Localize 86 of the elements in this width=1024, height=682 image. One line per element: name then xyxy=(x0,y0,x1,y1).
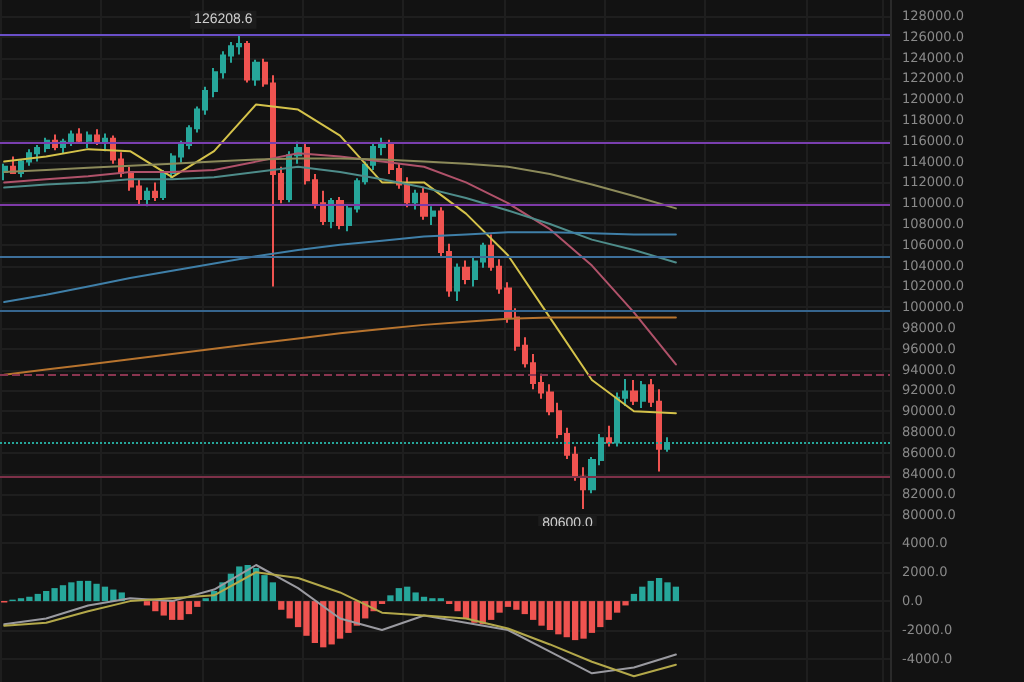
candlestick xyxy=(2,162,8,182)
candlestick xyxy=(86,130,92,150)
bar xyxy=(521,601,528,615)
candlestick xyxy=(144,186,150,208)
bar xyxy=(630,593,638,602)
bar xyxy=(563,601,570,638)
bar xyxy=(34,593,41,602)
bar xyxy=(311,601,319,643)
candlestick xyxy=(606,424,612,448)
bar xyxy=(160,601,167,616)
bar xyxy=(101,586,109,602)
bar xyxy=(26,596,33,602)
bar xyxy=(571,601,579,641)
bar xyxy=(664,582,671,602)
candlestick xyxy=(640,380,646,410)
bar xyxy=(471,601,478,623)
bar xyxy=(647,580,654,602)
bar xyxy=(261,575,268,602)
line-series xyxy=(3,103,677,415)
bar xyxy=(177,601,184,620)
line-series xyxy=(3,152,677,366)
candlestick xyxy=(630,378,638,406)
bar xyxy=(269,582,277,602)
bar xyxy=(194,601,201,607)
candlestick xyxy=(580,466,586,510)
candlestick xyxy=(252,58,260,87)
bar xyxy=(555,601,562,635)
candlestick xyxy=(236,33,242,56)
candlestick xyxy=(430,205,436,227)
bar xyxy=(168,601,176,620)
candlestick xyxy=(336,195,344,231)
candlestick xyxy=(68,129,74,148)
bar xyxy=(93,583,100,602)
line-series xyxy=(3,316,677,376)
candlestick xyxy=(94,128,100,146)
bar xyxy=(462,601,470,619)
bar xyxy=(538,601,545,626)
bar xyxy=(278,601,285,610)
bar xyxy=(454,601,461,612)
line-series xyxy=(3,157,677,210)
bar xyxy=(68,582,75,602)
bar xyxy=(320,601,327,648)
bar xyxy=(412,592,419,602)
bar xyxy=(59,585,67,602)
bar xyxy=(395,588,402,602)
candlestick xyxy=(328,197,334,230)
line-series xyxy=(3,165,677,264)
candlestick xyxy=(404,176,410,209)
bar xyxy=(43,591,50,602)
bar xyxy=(496,601,503,613)
bar xyxy=(152,601,159,612)
candlestick xyxy=(152,181,158,203)
bar xyxy=(605,601,612,620)
bar xyxy=(185,601,193,615)
bar xyxy=(639,586,646,602)
candlestick xyxy=(34,143,40,163)
bar xyxy=(76,580,83,602)
bar xyxy=(530,601,537,620)
bar xyxy=(513,601,520,610)
bar xyxy=(85,580,92,602)
bar xyxy=(655,578,663,602)
bar xyxy=(51,588,58,602)
candlestick xyxy=(102,132,108,153)
bar xyxy=(488,601,495,620)
bar xyxy=(588,601,596,633)
candlestick xyxy=(454,262,460,302)
bar xyxy=(672,586,680,602)
bar xyxy=(404,586,411,602)
candlestick xyxy=(76,127,82,144)
bar xyxy=(345,601,352,633)
bar xyxy=(336,601,344,639)
bar xyxy=(613,601,621,613)
candlestick xyxy=(412,188,418,211)
bar xyxy=(504,601,512,607)
bar xyxy=(597,601,604,628)
candlestick xyxy=(420,186,428,221)
line-series xyxy=(3,231,677,303)
bar xyxy=(294,601,302,628)
candlestick xyxy=(244,39,250,84)
bar xyxy=(580,601,587,639)
bar xyxy=(303,601,310,636)
bar xyxy=(387,595,394,602)
candlestick xyxy=(462,259,470,286)
bar xyxy=(546,601,554,630)
bar xyxy=(286,601,293,619)
candlestick xyxy=(286,150,292,204)
